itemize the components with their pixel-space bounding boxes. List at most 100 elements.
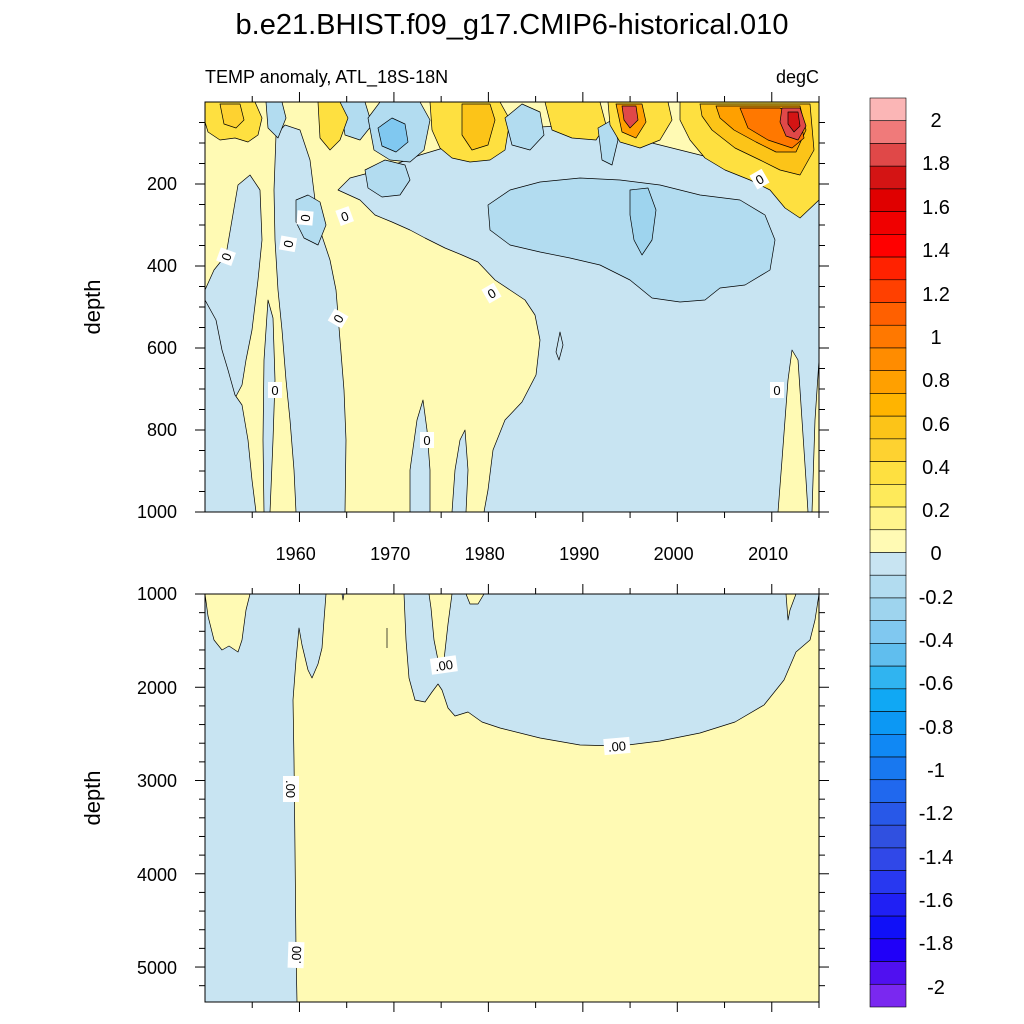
contour-label: 0 (298, 214, 314, 223)
y-tick-label: 1000 (137, 584, 177, 604)
x-tick-label: 1990 (559, 544, 599, 564)
upper-negative-region (629, 187, 657, 256)
colorbar-swatch (869, 211, 907, 235)
colorbar-label: 1 (930, 327, 941, 349)
colorbar-swatch (869, 506, 907, 531)
lower-y-axis-label: depth (80, 770, 105, 825)
colorbar-label: 1.4 (922, 240, 950, 262)
x-tick-label: 1970 (370, 544, 410, 564)
contour-label: 0 (271, 383, 278, 398)
colorbar-swatch (869, 370, 907, 394)
colorbar-swatch (869, 938, 907, 962)
y-tick-label: 1000 (137, 502, 177, 522)
colorbar-swatch (869, 643, 907, 667)
colorbar-label: -0.4 (919, 630, 953, 652)
upper-negative-region (377, 117, 409, 153)
colorbar-swatch (869, 484, 907, 508)
colorbar-label: 0 (930, 543, 941, 565)
colorbar-swatch (869, 302, 907, 326)
upper-negative-region (555, 331, 564, 361)
colorbar-label: -0.2 (919, 587, 953, 609)
upper-y-tick-labels: 200 400 600 800 1000 (137, 174, 177, 522)
colorbar-swatch (869, 438, 907, 462)
upper-positive-region (544, 102, 607, 141)
colorbar-swatch (869, 733, 907, 758)
upper-negative-region (265, 102, 287, 139)
chart-title: b.e21.BHIST.f09_g17.CMIP6-historical.010 (236, 9, 789, 41)
y-tick-label: 200 (147, 174, 177, 194)
colorbar-swatch (869, 393, 907, 417)
colorbar-label: -1.4 (919, 847, 953, 869)
colorbar-swatch (869, 756, 907, 781)
x-tick-label: 1960 (276, 544, 316, 564)
colorbar-swatch (869, 256, 907, 281)
y-tick-label: 3000 (137, 771, 177, 791)
contour-label: 0 (423, 433, 430, 448)
upper-y-axis-label: depth (80, 279, 105, 334)
y-tick-label: 600 (147, 338, 177, 358)
colorbar-swatch (869, 552, 907, 576)
y-tick-label: 2000 (137, 678, 177, 698)
upper-positive-region (777, 349, 809, 512)
x-tick-label: 1980 (465, 544, 505, 564)
x-tick-label: 2000 (654, 544, 694, 564)
colorbar-label: -1.2 (919, 803, 953, 825)
colorbar-label: 0.2 (922, 500, 950, 522)
colorbar-swatch (869, 779, 907, 803)
y-tick-label: 5000 (137, 958, 177, 978)
chart-subtitle-right: degC (776, 67, 819, 87)
colorbar-swatch (869, 597, 907, 621)
lower-contour-labels: .00 .00 .00 .00 (283, 655, 631, 969)
colorbar-swatch (869, 97, 907, 122)
colorbar-labels: 2 1.8 1.6 1.4 1.2 1 0.8 0.6 0.4 0.2 0 -0… (919, 110, 953, 999)
colorbar-swatch (869, 711, 907, 735)
colorbar-swatch (869, 188, 907, 212)
colorbar-swatch (869, 847, 907, 871)
upper-negative-region (409, 399, 431, 512)
colorbar-swatch (869, 961, 907, 985)
colorbar-swatch (869, 688, 907, 712)
colorbar-swatch (869, 983, 907, 1008)
lower-plot-frame (204, 593, 820, 1003)
contour-label: .00 (283, 780, 298, 798)
upper-positive-region (461, 103, 496, 151)
colorbar-swatch (869, 234, 907, 258)
y-tick-label: 4000 (137, 865, 177, 885)
lower-y-tick-labels: 1000 2000 3000 4000 5000 (137, 584, 177, 978)
y-tick-label: 800 (147, 420, 177, 440)
upper-x-tick-labels: 1960 1970 1980 1990 2000 2010 (276, 544, 788, 564)
chart-subtitle-left: TEMP anomaly, ATL_18S-18N (205, 67, 448, 88)
colorbar-swatch (869, 347, 907, 372)
upper-panel: 1960 1970 1980 1990 2000 2010 200 400 60… (80, 92, 829, 564)
x-tick-label: 2010 (748, 544, 788, 564)
colorbar-swatch (869, 279, 907, 303)
lower-negative-region (205, 594, 327, 1002)
upper-positive-region (219, 103, 245, 129)
colorbar-swatch (869, 574, 907, 599)
lower-x-ticks (251, 584, 820, 1012)
lower-y-ticks (195, 593, 829, 987)
contour-label: .00 (607, 738, 626, 755)
upper-negative-region (273, 124, 347, 512)
colorbar-swatch (869, 143, 907, 167)
contour-label: 0 (773, 383, 780, 398)
colorbar-label: 1.2 (922, 284, 950, 306)
contour-label: .00 (434, 657, 454, 674)
upper-contour-labels: 0 0 0 0 0 0 0 0 0 0 (216, 168, 784, 448)
colorbar: 2 1.8 1.6 1.4 1.2 1 0.8 0.6 0.4 0.2 0 -0… (869, 97, 953, 1008)
colorbar-label: -2 (927, 977, 945, 999)
upper-positive-region (317, 102, 349, 151)
colorbar-swatch (869, 529, 907, 553)
colorbar-label: 0.8 (922, 370, 950, 392)
lower-negative-region (403, 594, 819, 747)
colorbar-swatch (869, 824, 907, 849)
upper-positive-region (811, 359, 819, 512)
contour-label: 0 (339, 208, 351, 225)
colorbar-label: -0.6 (919, 673, 953, 695)
colorbar-label: -1.8 (919, 933, 953, 955)
colorbar-swatch (869, 165, 907, 190)
colorbar-swatch (869, 915, 907, 940)
colorbar-label: 1.6 (922, 197, 950, 219)
colorbar-label: 0.4 (922, 457, 950, 479)
upper-x-ticks (251, 92, 820, 522)
